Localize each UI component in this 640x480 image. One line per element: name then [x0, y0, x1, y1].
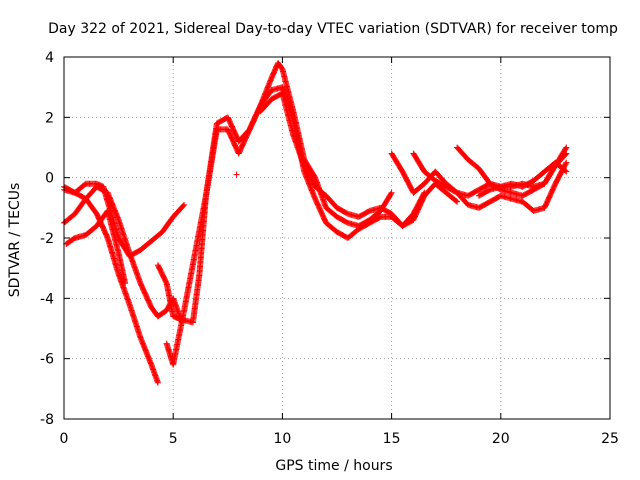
- x-axis-label: GPS time / hours: [275, 458, 392, 474]
- data-marker: [563, 159, 570, 166]
- y-tick-label: 4: [45, 50, 54, 66]
- y-tick-label: -2: [40, 231, 54, 247]
- grid-lines: [64, 57, 610, 419]
- x-tick-label: 10: [273, 431, 291, 447]
- data-marker: [154, 379, 161, 386]
- data-marker: [387, 190, 394, 197]
- data-marker: [562, 145, 569, 152]
- data-marker: [181, 201, 188, 208]
- x-tick-label: 25: [601, 431, 619, 447]
- axis-ticks: 0 5 10 15 20 25 -8 -6 -4 -2 0 2 4: [40, 50, 619, 447]
- x-tick-label: 15: [383, 431, 401, 447]
- data-marker: [562, 160, 569, 167]
- y-tick-label: -4: [40, 291, 54, 307]
- x-tick-label: 20: [492, 431, 510, 447]
- data-marker: [563, 168, 570, 175]
- data-points: [61, 60, 570, 386]
- x-tick-label: 0: [60, 431, 69, 447]
- isolated-data-marker: [233, 171, 240, 178]
- data-marker: [562, 167, 569, 174]
- data-marker: [122, 280, 129, 287]
- data-marker: [453, 197, 460, 204]
- y-axis-label: SDTVAR / TECUs: [7, 183, 23, 298]
- y-tick-label: 0: [45, 171, 54, 187]
- data-marker: [563, 144, 570, 151]
- y-tick-label: -6: [40, 352, 54, 368]
- data-marker: [180, 202, 187, 209]
- chart-title: Day 322 of 2021, Sidereal Day-to-day VTE…: [48, 21, 618, 37]
- y-tick-label: 2: [45, 110, 54, 126]
- data-marker: [454, 198, 461, 205]
- data-marker: [388, 189, 395, 196]
- y-tick-label: -8: [40, 412, 54, 428]
- series-arc5: [158, 63, 392, 322]
- x-tick-label: 5: [169, 431, 178, 447]
